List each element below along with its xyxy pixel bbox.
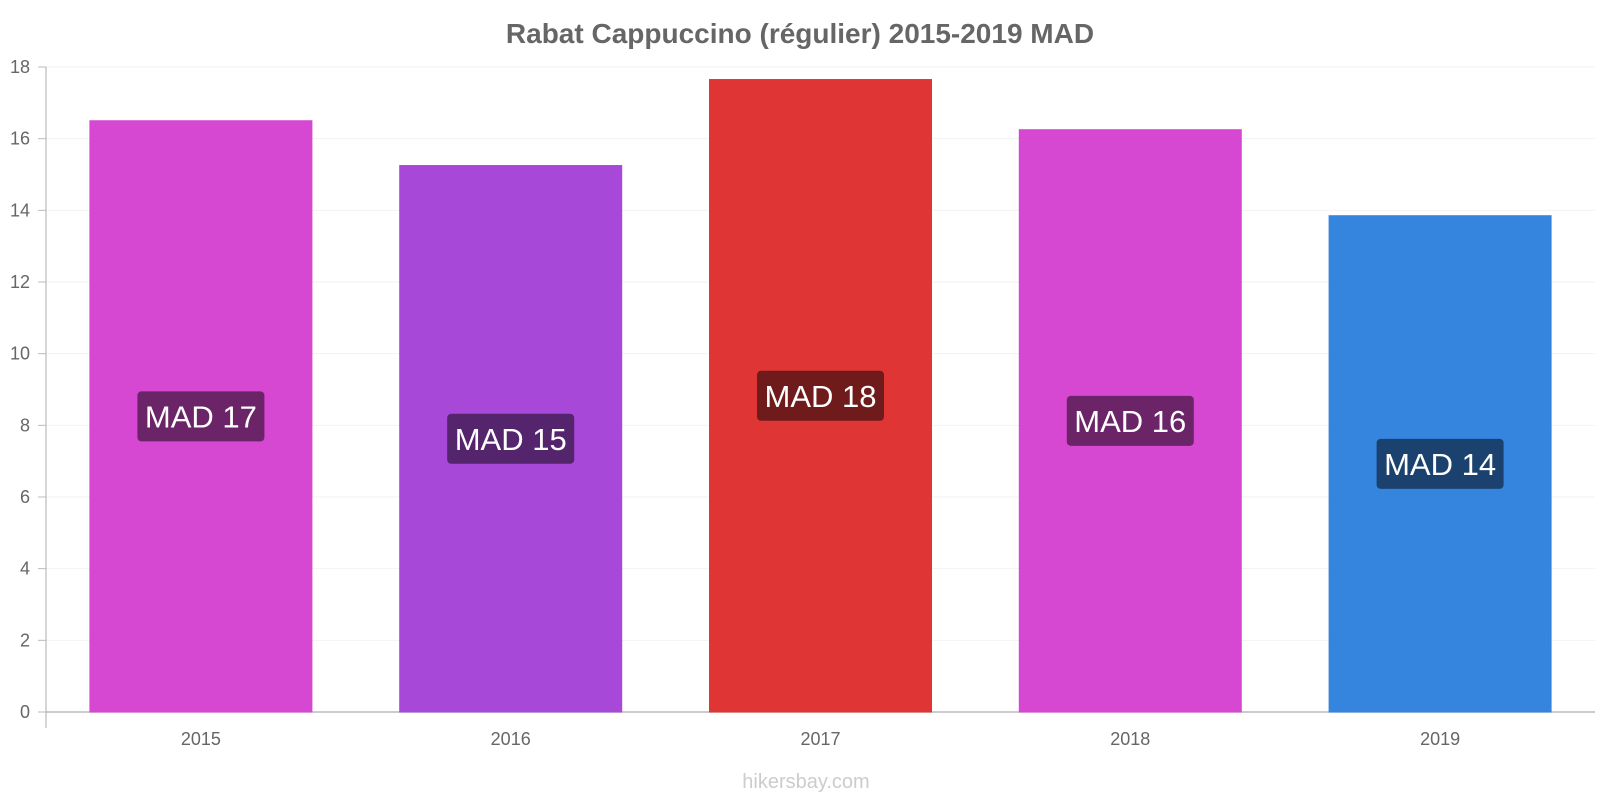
y-tick-label: 14 (10, 200, 30, 220)
y-tick-label: 6 (20, 487, 30, 507)
x-tick-label: 2015 (181, 729, 221, 749)
y-tick-label: 0 (20, 702, 30, 722)
data-label-box (757, 370, 884, 421)
data-label-2016: MAD 15 (447, 413, 575, 464)
data-label-2017: MAD 18 (757, 370, 884, 421)
data-label-text: MAD 16 (1074, 404, 1186, 439)
data-label-2018: MAD 16 (1066, 395, 1194, 446)
y-axis-tick-labels: 0 2 4 6 8 10 12 14 16 18 (10, 57, 30, 722)
data-label-box (1376, 438, 1504, 489)
x-tick-label: 2016 (491, 729, 531, 749)
y-tick-label: 18 (10, 57, 30, 77)
data-label-text: MAD 18 (765, 379, 877, 414)
y-tick-label: 4 (20, 559, 30, 579)
y-tick-label: 12 (10, 272, 30, 292)
data-label-2019: MAD 14 (1376, 438, 1504, 489)
x-axis-tick-labels: 2015 2016 2017 2018 2019 (181, 729, 1460, 749)
bars (89, 79, 1552, 713)
x-tick-label: 2019 (1420, 729, 1460, 749)
data-label-text: MAD 17 (145, 399, 257, 434)
y-tick-label: 8 (20, 415, 30, 435)
watermark: hikersbay.com (742, 771, 869, 793)
data-label-text: MAD 14 (1384, 447, 1496, 482)
data-label-2015: MAD 17 (137, 391, 265, 442)
x-tick-label: 2018 (1110, 729, 1150, 749)
y-tick-label: 10 (10, 344, 30, 364)
y-tick-label: 16 (10, 129, 30, 149)
x-tick-label: 2017 (800, 729, 840, 749)
chart-title: Rabat Cappuccino (régulier) 2015-2019 MA… (506, 18, 1094, 49)
data-label-box (1066, 395, 1194, 446)
data-label-box (447, 413, 575, 464)
data-labels: MAD 17 MAD 15 MAD 18 MAD 16 MAD 14 (137, 370, 1504, 489)
data-label-box (137, 391, 265, 442)
y-tick-label: 2 (20, 630, 30, 650)
data-label-text: MAD 15 (455, 422, 567, 457)
